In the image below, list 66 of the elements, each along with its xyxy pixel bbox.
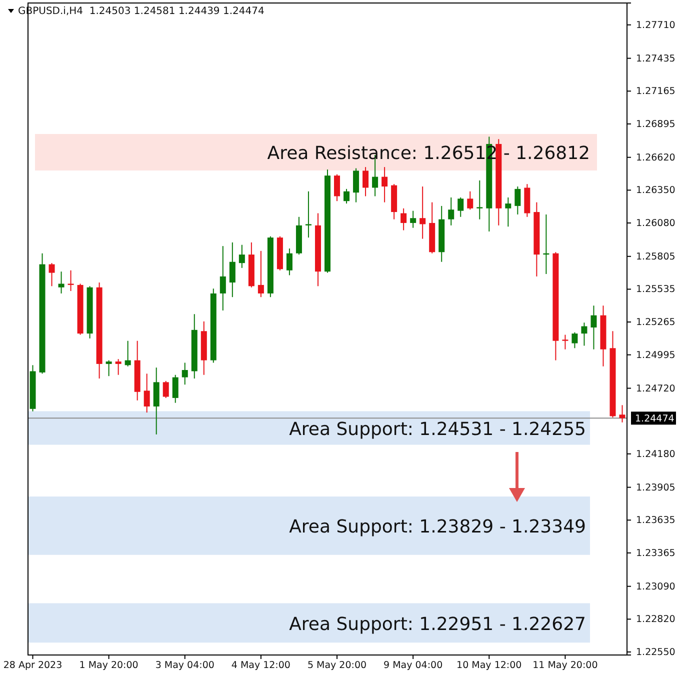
candlestick [162, 380, 169, 398]
x-tick-label: 4 May 12:00 [231, 660, 290, 671]
candlestick [562, 334, 568, 350]
y-tick-label: 1.23905 [636, 482, 676, 494]
y-tick-label: 1.25805 [636, 251, 676, 262]
candlestick [590, 305, 597, 350]
y-tick-label: 1.22550 [636, 647, 676, 658]
x-tick-label: 9 May 04:00 [384, 660, 443, 671]
candlestick [353, 168, 360, 203]
candlestick [172, 374, 178, 404]
candlestick [458, 196, 464, 218]
x-tick-label: 11 May 20:00 [532, 660, 598, 671]
candlestick [344, 188, 350, 204]
y-tick-label: 1.27710 [636, 20, 676, 31]
candlestick [144, 373, 150, 414]
candlestick [124, 340, 131, 367]
y-tick-label: 1.27165 [636, 86, 676, 98]
candlestick [229, 242, 236, 298]
y-tick-label: 1.22820 [636, 614, 676, 626]
candlestick [220, 246, 226, 311]
candlestick [514, 186, 521, 215]
band-label: Area Support: 1.24531 - 1.24255 [289, 418, 586, 440]
candlestick [362, 166, 369, 197]
candlestick [467, 190, 474, 210]
y-tick-label: 1.23635 [636, 515, 676, 526]
candlestick [258, 250, 264, 298]
candlestick [581, 322, 588, 346]
candlestick [619, 404, 626, 423]
candlestick [106, 360, 112, 377]
candlestick [382, 166, 388, 203]
y-tick-label: 1.26895 [636, 118, 676, 130]
x-tick-label: 5 May 20:00 [307, 660, 367, 671]
candlestick [48, 262, 55, 287]
x-tick-label: 1 May 20:00 [79, 660, 138, 671]
y-tick-label: 1.23365 [636, 548, 676, 559]
candlestick [305, 190, 312, 238]
candlestick [400, 208, 407, 231]
y-tick-label: 1.25265 [636, 317, 676, 328]
y-tick-label: 1.26620 [636, 152, 676, 164]
candlestick [572, 332, 578, 349]
candlestick [448, 196, 454, 226]
candlestick [238, 244, 245, 268]
candlestick [115, 358, 122, 376]
x-tick-label: 3 May 04:00 [155, 660, 214, 671]
candlestick [505, 196, 512, 228]
candlestick [286, 248, 292, 276]
band-label: Area Support: 1.23829 - 1.23349 [289, 516, 586, 538]
candlestick [182, 362, 188, 386]
y-tick-label: 1.25535 [636, 284, 676, 296]
candlestick [58, 271, 64, 294]
candlestick [68, 270, 74, 292]
x-tick-label: 10 May 12:00 [456, 660, 522, 671]
y-tick-label: 1.24180 [636, 448, 676, 460]
ref-line-label: 1.24474 [635, 414, 674, 425]
candlestick [410, 210, 416, 228]
y-tick-label: 1.26350 [636, 185, 676, 196]
y-tick-label: 1.23090 [636, 581, 676, 592]
y-tick-label: 1.26080 [636, 218, 676, 230]
y-tick-label: 1.24995 [636, 350, 676, 361]
y-tick-label: 1.24720 [636, 383, 676, 394]
candlestick [420, 186, 426, 240]
candlestick [476, 180, 483, 220]
candlestick [334, 174, 340, 202]
band-label: Area Support: 1.22951 - 1.22627 [289, 614, 586, 635]
y-tick-label: 1.27435 [636, 53, 676, 64]
x-tick-label: 28 Apr 2023 [3, 660, 62, 671]
